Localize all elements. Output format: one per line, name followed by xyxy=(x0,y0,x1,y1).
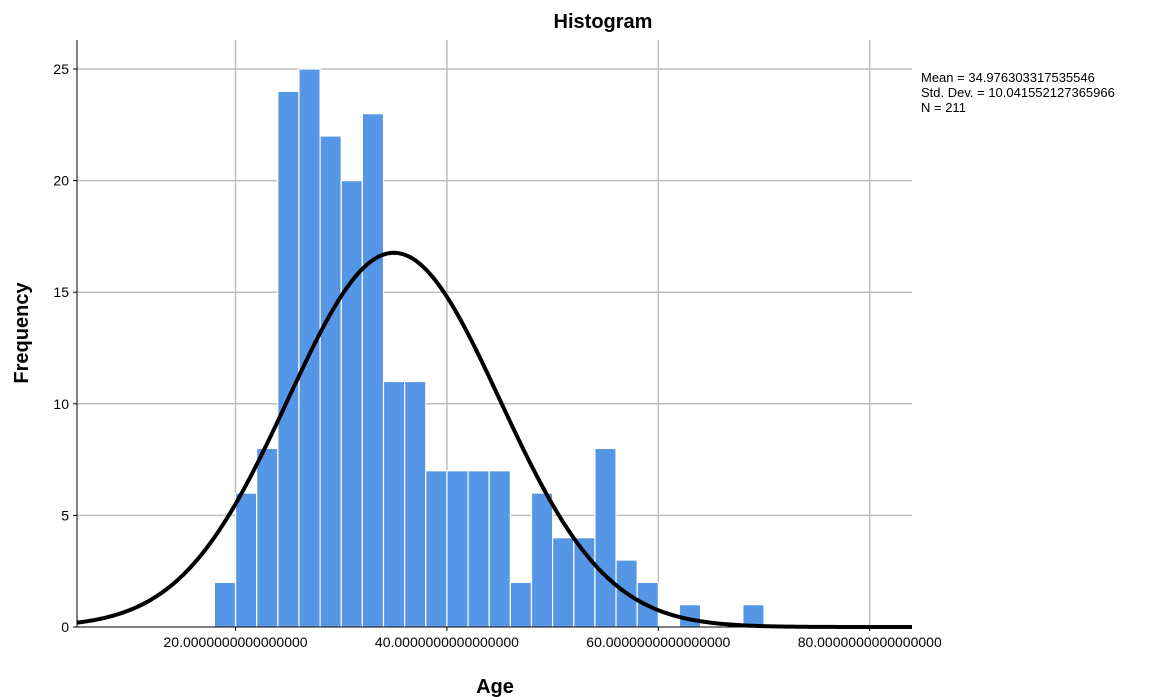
y-axis-label: Frequency xyxy=(11,282,33,384)
histogram-bar xyxy=(509,581,533,628)
histogram-bar xyxy=(213,581,237,628)
histogram-bar xyxy=(277,90,300,628)
stats-mean: Mean = 34.976303317535546 xyxy=(921,70,1095,85)
y-tick-label: 10 xyxy=(53,396,69,412)
histogram-bar xyxy=(340,180,363,628)
stats-std-dev: Std. Dev. = 10.041552127365966 xyxy=(921,85,1115,100)
histogram-bar xyxy=(404,380,427,628)
histogram-bar xyxy=(256,447,279,628)
histogram-bar xyxy=(382,380,406,628)
x-tick-label: 20.0000000000000000 xyxy=(164,634,308,650)
chart-title: Histogram xyxy=(554,11,653,33)
histogram-bar xyxy=(234,492,258,628)
y-tick-label: 25 xyxy=(53,61,69,77)
histogram-bar xyxy=(488,470,511,628)
histogram-bar xyxy=(467,470,490,628)
plot-area: 0 5 10 15 20 25 20.0000000000000000 40.00000000… xyxy=(53,40,942,650)
y-tick-label: 20 xyxy=(53,173,69,189)
histogram-bar xyxy=(298,68,321,628)
x-axis-label: Age xyxy=(476,676,514,697)
x-tick-label: 60.0000000000000000 xyxy=(586,634,730,650)
histogram-bar xyxy=(425,470,448,628)
x-tick-label: 40.0000000000000000 xyxy=(375,634,519,650)
y-tick-label: 0 xyxy=(61,619,69,635)
y-tick-label: 15 xyxy=(53,284,69,300)
x-tick-label: 80.0000000000000000 xyxy=(798,634,942,650)
y-tick-label: 5 xyxy=(61,507,69,523)
histogram-bar xyxy=(446,470,469,628)
stats-n: N = 211 xyxy=(921,100,966,115)
normal-curve xyxy=(76,250,912,629)
histogram-bar xyxy=(594,447,617,628)
histogram-bar xyxy=(530,492,554,628)
histogram-bar xyxy=(552,537,575,628)
histogram-bar xyxy=(319,135,342,628)
stats-box: Mean = 34.976303317535546 Std. Dev. = 10… xyxy=(921,70,1115,115)
histogram-bar xyxy=(361,113,385,628)
